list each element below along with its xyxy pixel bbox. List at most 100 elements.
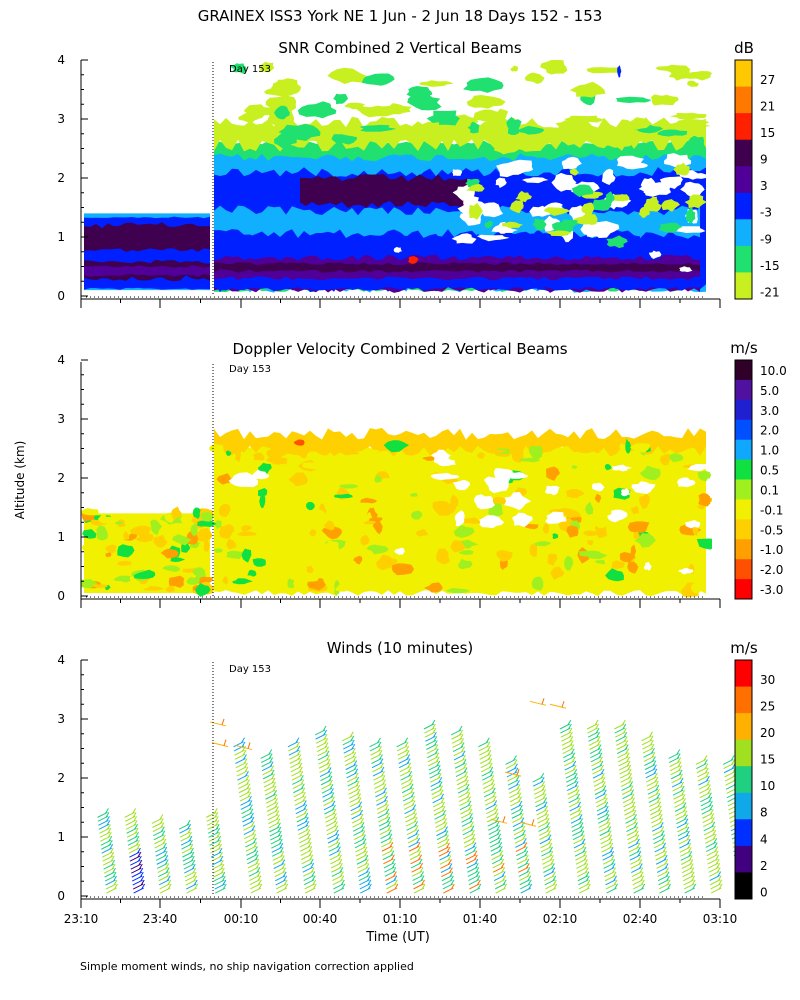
colorbar-label: -3 <box>760 206 772 220</box>
wind-barb-flag <box>447 855 452 861</box>
wind-barb-flag <box>299 770 304 777</box>
contour-patch <box>143 585 165 591</box>
wind-barb-flag <box>366 875 371 882</box>
contour-patch <box>510 65 519 72</box>
colorbar-label: 2.0 <box>760 424 779 438</box>
wind-barb-flag <box>710 817 715 823</box>
wind-barb-flag <box>416 837 421 844</box>
contour-patch <box>104 544 117 554</box>
day-marker-winds: Day 153 <box>229 664 271 675</box>
wind-barb-flag <box>189 843 194 850</box>
wind-barb-flag <box>518 804 523 811</box>
wind-barb-flag <box>138 863 143 870</box>
wind-barb-flag <box>685 826 690 833</box>
wind-barb-flag <box>389 842 394 848</box>
contour-patch <box>288 472 308 487</box>
wind-barb-flag <box>656 793 661 799</box>
wind-barb-flag <box>191 859 196 866</box>
wind-barb-flag <box>492 791 497 798</box>
colorbar-frame <box>734 659 753 900</box>
wind-barb-flag <box>326 758 331 765</box>
wind-barb-flag <box>664 863 669 869</box>
contour-patch <box>278 123 321 141</box>
colorbar-swatch <box>735 845 752 873</box>
wind-barb-flag <box>351 743 356 750</box>
contour-patch <box>327 67 367 84</box>
wind-barb-flag <box>677 761 682 767</box>
wind-barb-flag <box>499 850 504 856</box>
wind-barb-flag <box>687 847 692 853</box>
wind-barb-flag <box>545 813 549 820</box>
x-tick-label: 01:10 <box>383 912 418 926</box>
wind-barb-flag <box>708 800 713 807</box>
wind-barb-flag <box>660 826 665 832</box>
wind-barb-flag <box>247 787 251 794</box>
wind-barb-flag <box>190 851 195 858</box>
wind-barb-flag <box>520 821 525 828</box>
contour-patch <box>258 462 272 474</box>
colorbar-label: -1.0 <box>760 543 783 557</box>
wind-barb-flag <box>221 718 225 726</box>
colorbar-label: 5.0 <box>760 384 779 398</box>
wind-barb-flag <box>501 871 506 877</box>
contour-patch <box>523 523 539 530</box>
contour-patch <box>661 199 680 212</box>
snr-heatmap <box>84 60 712 293</box>
wind-barb-flag <box>623 736 628 742</box>
colorbar-label: 8 <box>760 806 768 820</box>
wind-barb-flag <box>164 855 169 861</box>
wind-barb-flag <box>282 867 287 873</box>
contour-patch <box>385 454 395 464</box>
wind-barb-flag <box>275 814 280 820</box>
contour-patch <box>548 580 565 590</box>
wind-barb-flag <box>390 850 395 856</box>
wind-barb-flag <box>113 875 117 882</box>
contour-patch <box>203 538 210 552</box>
wind-barb-flag <box>275 806 279 812</box>
colorbar-label: 1.0 <box>760 444 779 458</box>
wind-barb-flag <box>445 834 449 841</box>
colorbar-label: 3.0 <box>760 404 779 418</box>
wind-barb-flag <box>580 826 584 832</box>
contour-band <box>214 116 706 152</box>
wind-barb-flag <box>487 754 492 760</box>
colorbar-label: 21 <box>760 100 775 114</box>
wind-barb-flag <box>525 863 530 869</box>
wind-barb-flag <box>245 775 250 781</box>
wind-barb-flag <box>106 824 111 830</box>
wind-barb-flag <box>637 855 642 861</box>
contour-patch <box>349 527 366 533</box>
wind-barb-flag <box>712 829 717 836</box>
wind-barb-flag <box>667 883 671 890</box>
wind-barb-flag <box>517 792 522 799</box>
panel-title-snr: SNR Combined 2 Vertical Beams <box>278 39 521 57</box>
wind-barb-flag <box>649 731 653 738</box>
wind-barb-flag <box>542 789 547 795</box>
wind-barb-flag <box>418 858 423 865</box>
wind-barb-flag <box>295 741 300 748</box>
wind-barb-flag <box>248 800 253 806</box>
wind-barb-flag <box>514 763 518 770</box>
x-tick-label: 03:10 <box>703 912 738 926</box>
contour-patch <box>426 110 460 126</box>
wind-barb-flag <box>414 825 419 831</box>
colorbar-swatch <box>735 872 752 900</box>
wind-barb-flag <box>493 800 498 806</box>
contour-patch <box>96 525 108 541</box>
y-tick-label: 3 <box>57 712 65 726</box>
wind-barb-flag <box>690 871 695 878</box>
wind-barb-flag <box>159 814 164 820</box>
wind-barb-flag <box>247 742 251 749</box>
colorbar-label: 0.5 <box>760 464 779 478</box>
wind-barb-flag <box>133 816 138 822</box>
contour-patch <box>582 530 598 537</box>
wind-barb-flag <box>578 809 583 816</box>
contour-patch <box>452 479 471 491</box>
wind-barb-flag <box>406 758 411 764</box>
wind-barb-flag <box>549 850 554 857</box>
wind-barb-flag <box>576 797 581 804</box>
contour-patch <box>445 587 471 594</box>
wind-barb-flag <box>325 750 330 757</box>
wind-barb-flag <box>551 871 556 877</box>
contour-patch <box>222 576 228 585</box>
